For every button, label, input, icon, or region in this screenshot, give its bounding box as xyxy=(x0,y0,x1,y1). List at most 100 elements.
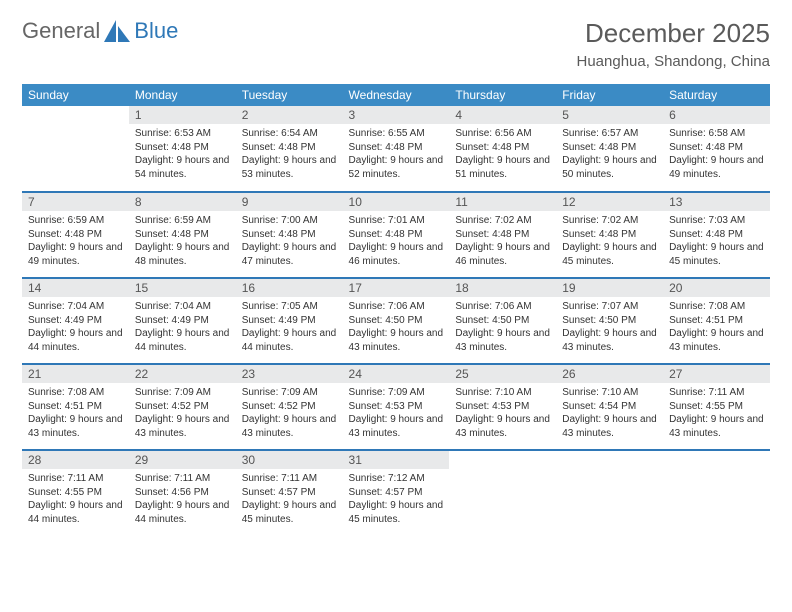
day-number: 12 xyxy=(556,193,663,211)
day-number: 15 xyxy=(129,279,236,297)
day-details: Sunrise: 7:06 AMSunset: 4:50 PMDaylight:… xyxy=(449,297,556,360)
day-number: 6 xyxy=(663,106,770,124)
day-cell: 30Sunrise: 7:11 AMSunset: 4:57 PMDayligh… xyxy=(236,450,343,536)
day-details: Sunrise: 6:57 AMSunset: 4:48 PMDaylight:… xyxy=(556,124,663,187)
day-details: Sunrise: 7:05 AMSunset: 4:49 PMDaylight:… xyxy=(236,297,343,360)
day-number: 30 xyxy=(236,451,343,469)
day-details: Sunrise: 7:11 AMSunset: 4:56 PMDaylight:… xyxy=(129,469,236,532)
day-cell xyxy=(663,450,770,536)
day-details: Sunrise: 7:09 AMSunset: 4:53 PMDaylight:… xyxy=(343,383,450,446)
day-number: 27 xyxy=(663,365,770,383)
day-cell: 15Sunrise: 7:04 AMSunset: 4:49 PMDayligh… xyxy=(129,278,236,364)
day-number: 16 xyxy=(236,279,343,297)
day-details: Sunrise: 6:55 AMSunset: 4:48 PMDaylight:… xyxy=(343,124,450,187)
day-cell: 7Sunrise: 6:59 AMSunset: 4:48 PMDaylight… xyxy=(22,192,129,278)
day-details: Sunrise: 7:08 AMSunset: 4:51 PMDaylight:… xyxy=(22,383,129,446)
day-details: Sunrise: 7:11 AMSunset: 4:55 PMDaylight:… xyxy=(22,469,129,532)
day-number: 8 xyxy=(129,193,236,211)
day-details: Sunrise: 7:02 AMSunset: 4:48 PMDaylight:… xyxy=(556,211,663,274)
day-cell xyxy=(449,450,556,536)
day-cell: 24Sunrise: 7:09 AMSunset: 4:53 PMDayligh… xyxy=(343,364,450,450)
day-details: Sunrise: 7:06 AMSunset: 4:50 PMDaylight:… xyxy=(343,297,450,360)
day-number: 31 xyxy=(343,451,450,469)
day-cell xyxy=(556,450,663,536)
day-number: 11 xyxy=(449,193,556,211)
day-details: Sunrise: 7:04 AMSunset: 4:49 PMDaylight:… xyxy=(129,297,236,360)
col-tuesday: Tuesday xyxy=(236,84,343,106)
day-cell xyxy=(22,106,129,192)
day-details: Sunrise: 7:03 AMSunset: 4:48 PMDaylight:… xyxy=(663,211,770,274)
day-cell: 2Sunrise: 6:54 AMSunset: 4:48 PMDaylight… xyxy=(236,106,343,192)
day-details: Sunrise: 6:54 AMSunset: 4:48 PMDaylight:… xyxy=(236,124,343,187)
day-number: 24 xyxy=(343,365,450,383)
day-number: 25 xyxy=(449,365,556,383)
day-details: Sunrise: 7:11 AMSunset: 4:55 PMDaylight:… xyxy=(663,383,770,446)
day-details: Sunrise: 7:09 AMSunset: 4:52 PMDaylight:… xyxy=(236,383,343,446)
month-title: December 2025 xyxy=(577,18,771,49)
day-cell: 11Sunrise: 7:02 AMSunset: 4:48 PMDayligh… xyxy=(449,192,556,278)
day-cell: 9Sunrise: 7:00 AMSunset: 4:48 PMDaylight… xyxy=(236,192,343,278)
day-cell: 12Sunrise: 7:02 AMSunset: 4:48 PMDayligh… xyxy=(556,192,663,278)
day-number: 13 xyxy=(663,193,770,211)
col-saturday: Saturday xyxy=(663,84,770,106)
logo-text-general: General xyxy=(22,18,100,44)
header: General Blue December 2025 Huanghua, Sha… xyxy=(22,18,770,70)
day-cell: 8Sunrise: 6:59 AMSunset: 4:48 PMDaylight… xyxy=(129,192,236,278)
day-cell: 27Sunrise: 7:11 AMSunset: 4:55 PMDayligh… xyxy=(663,364,770,450)
day-details: Sunrise: 7:01 AMSunset: 4:48 PMDaylight:… xyxy=(343,211,450,274)
day-cell: 6Sunrise: 6:58 AMSunset: 4:48 PMDaylight… xyxy=(663,106,770,192)
day-details: Sunrise: 7:09 AMSunset: 4:52 PMDaylight:… xyxy=(129,383,236,446)
day-number: 3 xyxy=(343,106,450,124)
day-details: Sunrise: 7:00 AMSunset: 4:48 PMDaylight:… xyxy=(236,211,343,274)
day-cell: 22Sunrise: 7:09 AMSunset: 4:52 PMDayligh… xyxy=(129,364,236,450)
day-number: 28 xyxy=(22,451,129,469)
day-number: 21 xyxy=(22,365,129,383)
day-cell: 5Sunrise: 6:57 AMSunset: 4:48 PMDaylight… xyxy=(556,106,663,192)
day-cell: 4Sunrise: 6:56 AMSunset: 4:48 PMDaylight… xyxy=(449,106,556,192)
day-details: Sunrise: 6:59 AMSunset: 4:48 PMDaylight:… xyxy=(22,211,129,274)
day-cell: 19Sunrise: 7:07 AMSunset: 4:50 PMDayligh… xyxy=(556,278,663,364)
day-cell: 29Sunrise: 7:11 AMSunset: 4:56 PMDayligh… xyxy=(129,450,236,536)
col-sunday: Sunday xyxy=(22,84,129,106)
day-details: Sunrise: 6:53 AMSunset: 4:48 PMDaylight:… xyxy=(129,124,236,187)
col-wednesday: Wednesday xyxy=(343,84,450,106)
day-cell: 28Sunrise: 7:11 AMSunset: 4:55 PMDayligh… xyxy=(22,450,129,536)
day-details: Sunrise: 7:10 AMSunset: 4:53 PMDaylight:… xyxy=(449,383,556,446)
week-row: 21Sunrise: 7:08 AMSunset: 4:51 PMDayligh… xyxy=(22,364,770,450)
col-monday: Monday xyxy=(129,84,236,106)
day-cell: 18Sunrise: 7:06 AMSunset: 4:50 PMDayligh… xyxy=(449,278,556,364)
day-number: 5 xyxy=(556,106,663,124)
day-number: 1 xyxy=(129,106,236,124)
day-cell: 26Sunrise: 7:10 AMSunset: 4:54 PMDayligh… xyxy=(556,364,663,450)
day-cell: 13Sunrise: 7:03 AMSunset: 4:48 PMDayligh… xyxy=(663,192,770,278)
day-number: 22 xyxy=(129,365,236,383)
day-number: 17 xyxy=(343,279,450,297)
day-cell: 21Sunrise: 7:08 AMSunset: 4:51 PMDayligh… xyxy=(22,364,129,450)
day-number: 29 xyxy=(129,451,236,469)
col-thursday: Thursday xyxy=(449,84,556,106)
day-details: Sunrise: 6:59 AMSunset: 4:48 PMDaylight:… xyxy=(129,211,236,274)
day-number: 7 xyxy=(22,193,129,211)
day-details: Sunrise: 7:08 AMSunset: 4:51 PMDaylight:… xyxy=(663,297,770,360)
day-details: Sunrise: 7:12 AMSunset: 4:57 PMDaylight:… xyxy=(343,469,450,532)
location: Huanghua, Shandong, China xyxy=(577,53,771,70)
day-cell: 16Sunrise: 7:05 AMSunset: 4:49 PMDayligh… xyxy=(236,278,343,364)
col-friday: Friday xyxy=(556,84,663,106)
day-details: Sunrise: 7:07 AMSunset: 4:50 PMDaylight:… xyxy=(556,297,663,360)
day-cell: 14Sunrise: 7:04 AMSunset: 4:49 PMDayligh… xyxy=(22,278,129,364)
title-block: December 2025 Huanghua, Shandong, China xyxy=(577,18,771,70)
day-number: 18 xyxy=(449,279,556,297)
logo-text-blue: Blue xyxy=(134,18,178,44)
day-cell: 10Sunrise: 7:01 AMSunset: 4:48 PMDayligh… xyxy=(343,192,450,278)
day-cell: 1Sunrise: 6:53 AMSunset: 4:48 PMDaylight… xyxy=(129,106,236,192)
day-cell: 17Sunrise: 7:06 AMSunset: 4:50 PMDayligh… xyxy=(343,278,450,364)
week-row: 14Sunrise: 7:04 AMSunset: 4:49 PMDayligh… xyxy=(22,278,770,364)
week-row: 28Sunrise: 7:11 AMSunset: 4:55 PMDayligh… xyxy=(22,450,770,536)
calendar-table: Sunday Monday Tuesday Wednesday Thursday… xyxy=(22,84,770,536)
day-cell: 31Sunrise: 7:12 AMSunset: 4:57 PMDayligh… xyxy=(343,450,450,536)
day-details: Sunrise: 6:56 AMSunset: 4:48 PMDaylight:… xyxy=(449,124,556,187)
week-row: 1Sunrise: 6:53 AMSunset: 4:48 PMDaylight… xyxy=(22,106,770,192)
day-number: 10 xyxy=(343,193,450,211)
day-number: 4 xyxy=(449,106,556,124)
day-number: 26 xyxy=(556,365,663,383)
